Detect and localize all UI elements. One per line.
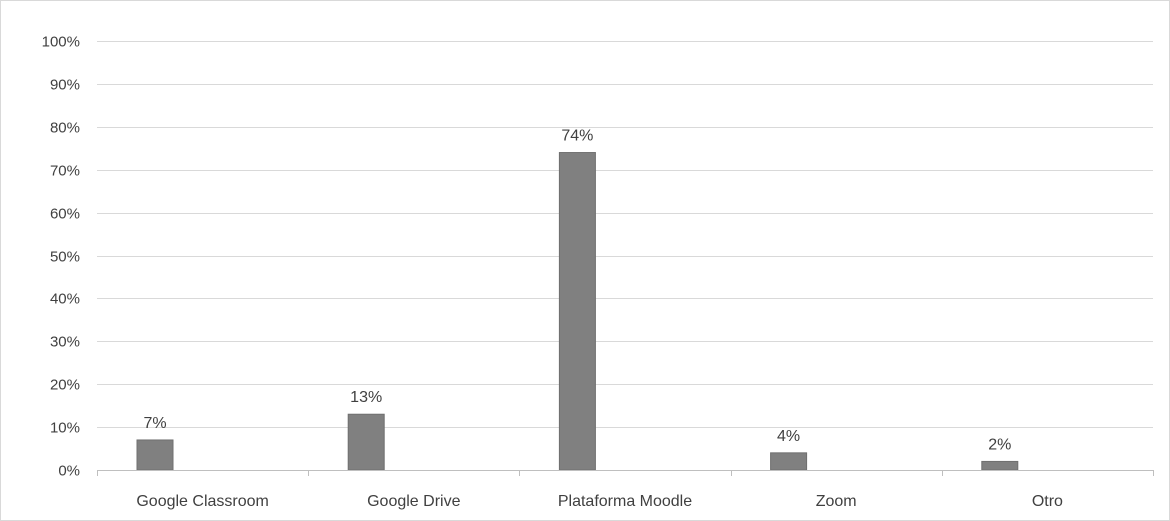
grid-layer	[97, 41, 1153, 428]
y-tick-label: 10%	[50, 420, 80, 437]
bars	[136, 152, 1019, 471]
bar-zoom	[770, 452, 808, 471]
x-category-label: Plataforma Moodle	[558, 493, 692, 510]
y-tick-label: 70%	[50, 163, 80, 180]
data-label: 2%	[988, 436, 1011, 453]
y-tick-label: 50%	[50, 249, 80, 266]
y-tick-label: 20%	[50, 377, 80, 394]
x-category-label: Otro	[1032, 493, 1063, 510]
x-category-label: Google Drive	[367, 493, 460, 510]
y-tick-label: 30%	[50, 334, 80, 351]
y-tick-label: 90%	[50, 77, 80, 94]
y-tick-label: 40%	[50, 291, 80, 308]
y-tick-label: 60%	[50, 206, 80, 223]
x-category-label: Google Classroom	[136, 493, 269, 510]
data-labels: 7% 13% 74% 4% 2%	[143, 128, 1011, 454]
data-label: 74%	[561, 128, 593, 145]
data-label: 4%	[777, 428, 800, 445]
bar-otro	[981, 460, 1019, 471]
x-category-label: Zoom	[816, 493, 857, 510]
y-tick-label: 80%	[50, 120, 80, 137]
bar-google-drive	[347, 413, 385, 471]
bar-plataforma-moodle	[558, 152, 596, 471]
x-axis: Google Classroom Google Drive Plataforma M…	[97, 470, 1154, 510]
y-tick-label: 100%	[42, 34, 80, 51]
data-label: 13%	[350, 389, 382, 406]
y-axis-ticks: 0% 10% 20% 30% 40% 50% 60% 70% 80% 90% 100%	[42, 34, 80, 480]
bar-google-classroom	[136, 439, 174, 471]
data-label: 7%	[143, 415, 166, 432]
y-tick-label: 0%	[58, 463, 80, 480]
